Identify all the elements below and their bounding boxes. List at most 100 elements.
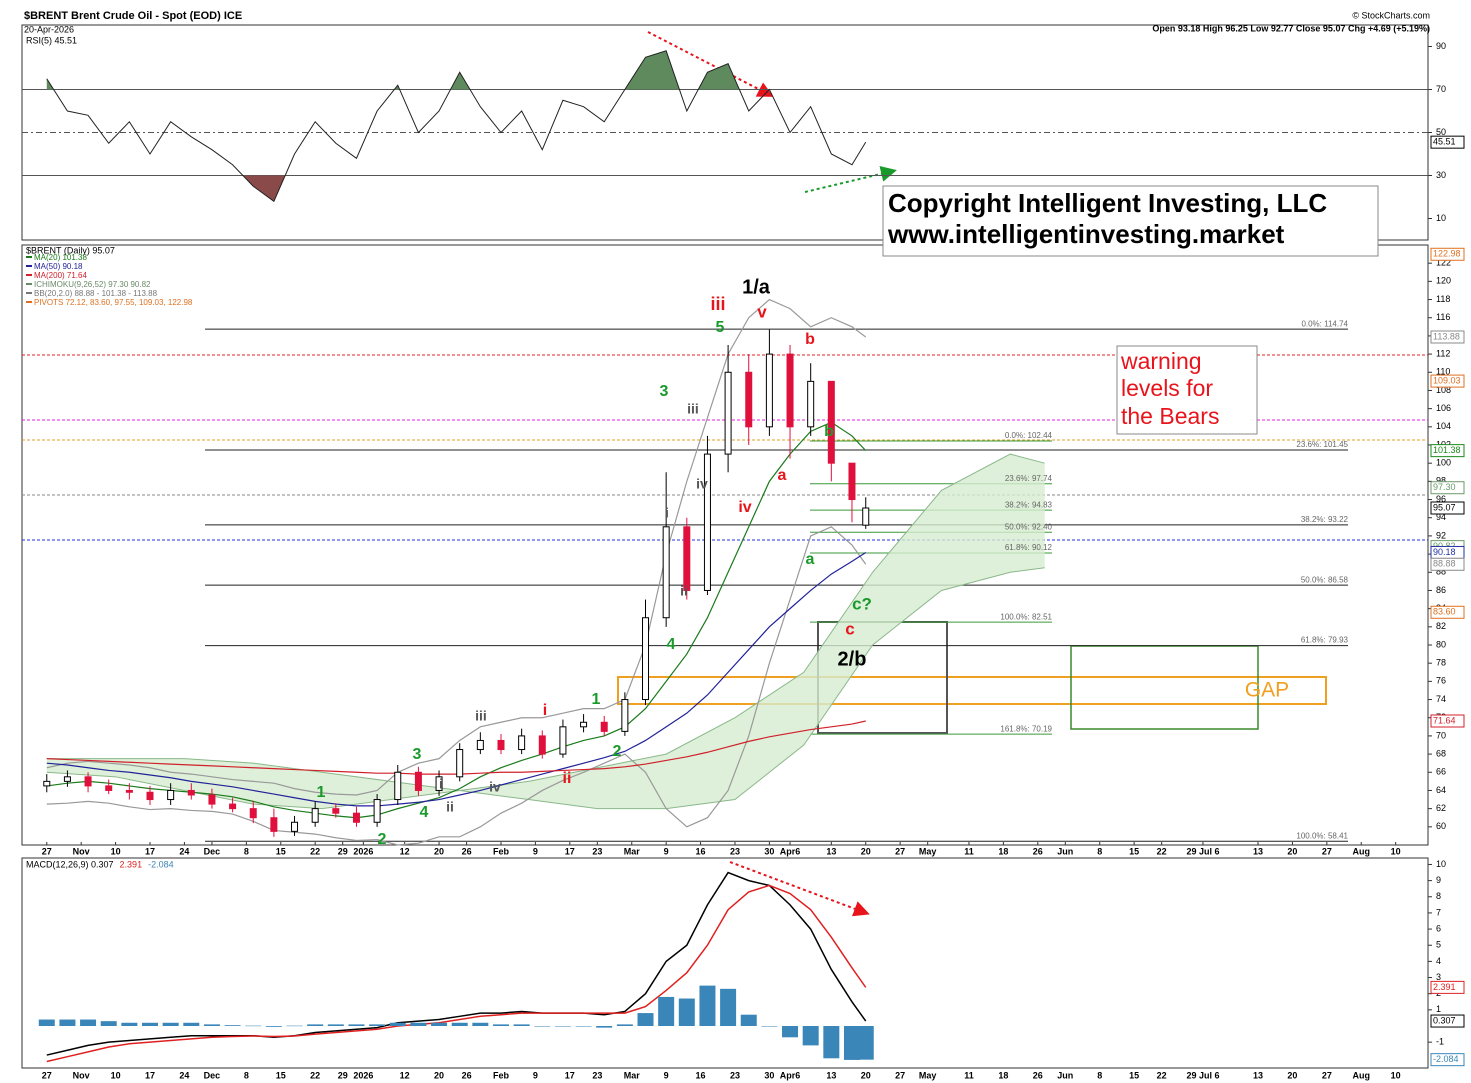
warning-text: levels for [1121,375,1213,401]
candle-body [745,371,753,428]
wave-label: i [543,702,547,719]
y-tick-label: 8 [1436,891,1441,901]
x-tick-label: 8 [1097,1070,1102,1080]
wave-label: a [778,467,787,484]
wave-label: 4 [667,636,676,653]
gap-box [617,676,1327,705]
legend-swatch [26,265,32,267]
macd-histogram-bar [286,1025,303,1027]
x-tick-label: 17 [145,846,155,856]
y-tick-label: 10 [1436,859,1446,869]
macd-histogram-bar [100,1021,117,1026]
x-tick-label: 10 [1391,1070,1401,1080]
x-tick-label: Nov [73,1070,90,1080]
y-tick-label: 96 [1436,494,1446,504]
candle-body [43,780,51,787]
value-tag-label: 2.391 [1433,982,1456,992]
x-tick-label: 8 [1097,846,1102,856]
x-tick-label: 20 [861,846,871,856]
x-tick-label: 23 [592,846,602,856]
y-tick-label: 68 [1436,748,1446,758]
legend-entry: MACD(12,26,9) 0.307 [26,859,114,869]
fib-label: 100.0%: 82.51 [1000,612,1052,621]
candle-body [456,749,464,778]
macd-panel [21,857,1429,1069]
quote: Open 93.18 High 96.25 Low 92.77 Close 95… [1152,23,1430,33]
wave-label: i [665,505,669,521]
bb-lower [46,526,867,846]
macd-histogram-bar [142,1022,159,1026]
arrow [729,861,870,917]
y-tick-label: 82 [1436,621,1446,631]
macd-histogram-bar [369,1024,386,1026]
value-tag [1430,374,1465,388]
macd-histogram-bar [513,1024,530,1026]
y-tick-label: 6 [1436,923,1441,933]
candle-body [807,380,815,428]
legend-entry: ICHIMOKU(9,26,52) 97.30 90.82 [34,280,151,289]
candle-body [373,799,381,823]
x-tick-label: 22 [1157,846,1167,856]
bb-upper [46,298,867,796]
wave-label: 5 [716,319,725,336]
moving-average [46,551,867,807]
x-tick-label: 9 [664,846,669,856]
y-tick-label: 9 [1436,875,1441,885]
macd-histogram-bar [857,1026,874,1060]
candle-body [862,507,870,526]
x-tick-label: 20 [1287,846,1297,856]
value-tag-label: 88.88 [1433,559,1456,569]
macd-histogram-bar [327,1024,344,1026]
x-tick-label: 11 [964,1070,974,1080]
x-tick-label: 9 [533,1070,538,1080]
value-tag [1430,1053,1465,1067]
y-tick-label: 86 [1436,585,1446,595]
x-tick-label: 12 [400,1070,410,1080]
x-tick-label: 2026 [353,846,373,856]
x-tick-label: 23 [730,846,740,856]
x-tick-label: 27 [1322,846,1332,856]
wave-label: v [757,302,767,321]
value-tag-label: 71.64 [1433,715,1456,725]
macd-histogram-bar [80,1019,97,1026]
x-tick-label: Jun [1057,846,1073,856]
x-tick-label: 20 [861,1070,871,1080]
y-tick-label: 4 [1436,956,1441,966]
macd-line [46,871,867,1056]
candle-body [703,453,711,591]
warning-text: the Bears [1121,403,1219,429]
value-tag [1430,135,1465,149]
x-tick-label: Feb [493,846,510,856]
macd-histogram-bar [658,996,675,1026]
fib-label: 100.0%: 58.41 [1296,831,1348,840]
value-tag [1430,481,1465,495]
macd-histogram-bar [823,1026,840,1059]
x-tick-label: May [919,1070,937,1080]
candle-body [63,776,71,782]
value-tag [1430,501,1465,515]
value-tag-label: 122.98 [1433,249,1461,259]
y-tick-label: 108 [1436,385,1451,395]
x-tick-label: 27 [42,846,52,856]
candle-body [518,735,526,751]
wave-label: 1 [317,784,326,801]
macd-histogram-bar [575,1026,592,1027]
rsi-line [46,50,867,203]
macd-histogram-bar [637,1013,654,1026]
macd-histogram-bar [843,1026,860,1060]
macd-histogram-bar [451,1022,468,1026]
x-tick-label: Apr6 [780,1070,801,1080]
ichimoku-span [46,453,1045,810]
x-tick-label: 10 [111,1070,121,1080]
wave-label: b [805,331,815,348]
macd-histogram-bar [348,1024,365,1026]
candle-body [848,462,856,501]
moving-average [46,421,867,819]
y-tick-label: 88 [1436,567,1446,577]
x-tick-label: 2026 [353,1070,373,1080]
x-tick-label: 29 [338,846,348,856]
fib-label: 50.0%: 92.40 [1005,522,1053,531]
legend-entry: 2.391 [120,859,143,869]
